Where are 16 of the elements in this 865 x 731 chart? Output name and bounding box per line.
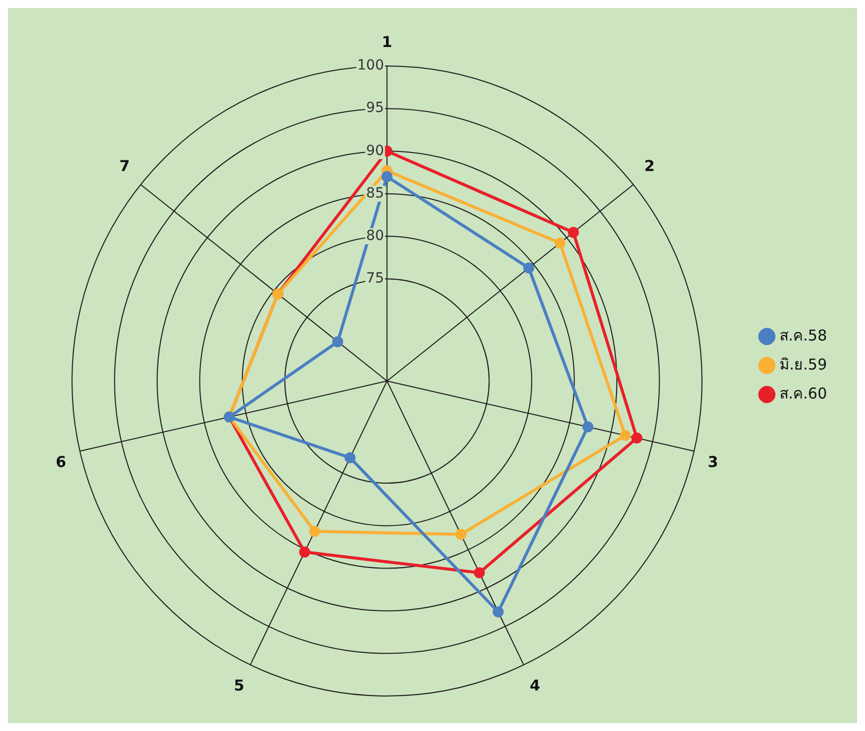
y-tick-label: 85: [366, 185, 384, 202]
spoke-label: 3: [708, 453, 718, 472]
y-tick-label: 75: [366, 270, 384, 286]
y-tick-label: 95: [366, 100, 384, 116]
spoke-label: 4: [530, 676, 540, 694]
spoke-label: 1: [382, 32, 392, 51]
y-tick-label: 80: [366, 228, 384, 244]
legend-label: มิ.ย.59: [779, 355, 827, 374]
spoke-label: 2: [644, 156, 655, 175]
spoke-label: 5: [234, 676, 244, 694]
spoke-label: 7: [119, 156, 130, 175]
spoke-label: 6: [56, 453, 66, 472]
legend-label: ส.ค.58: [779, 326, 827, 344]
legend-label: ส.ค.60: [779, 384, 827, 402]
y-tick-label: 100: [357, 58, 384, 74]
y-tick-label: 90: [366, 142, 384, 159]
